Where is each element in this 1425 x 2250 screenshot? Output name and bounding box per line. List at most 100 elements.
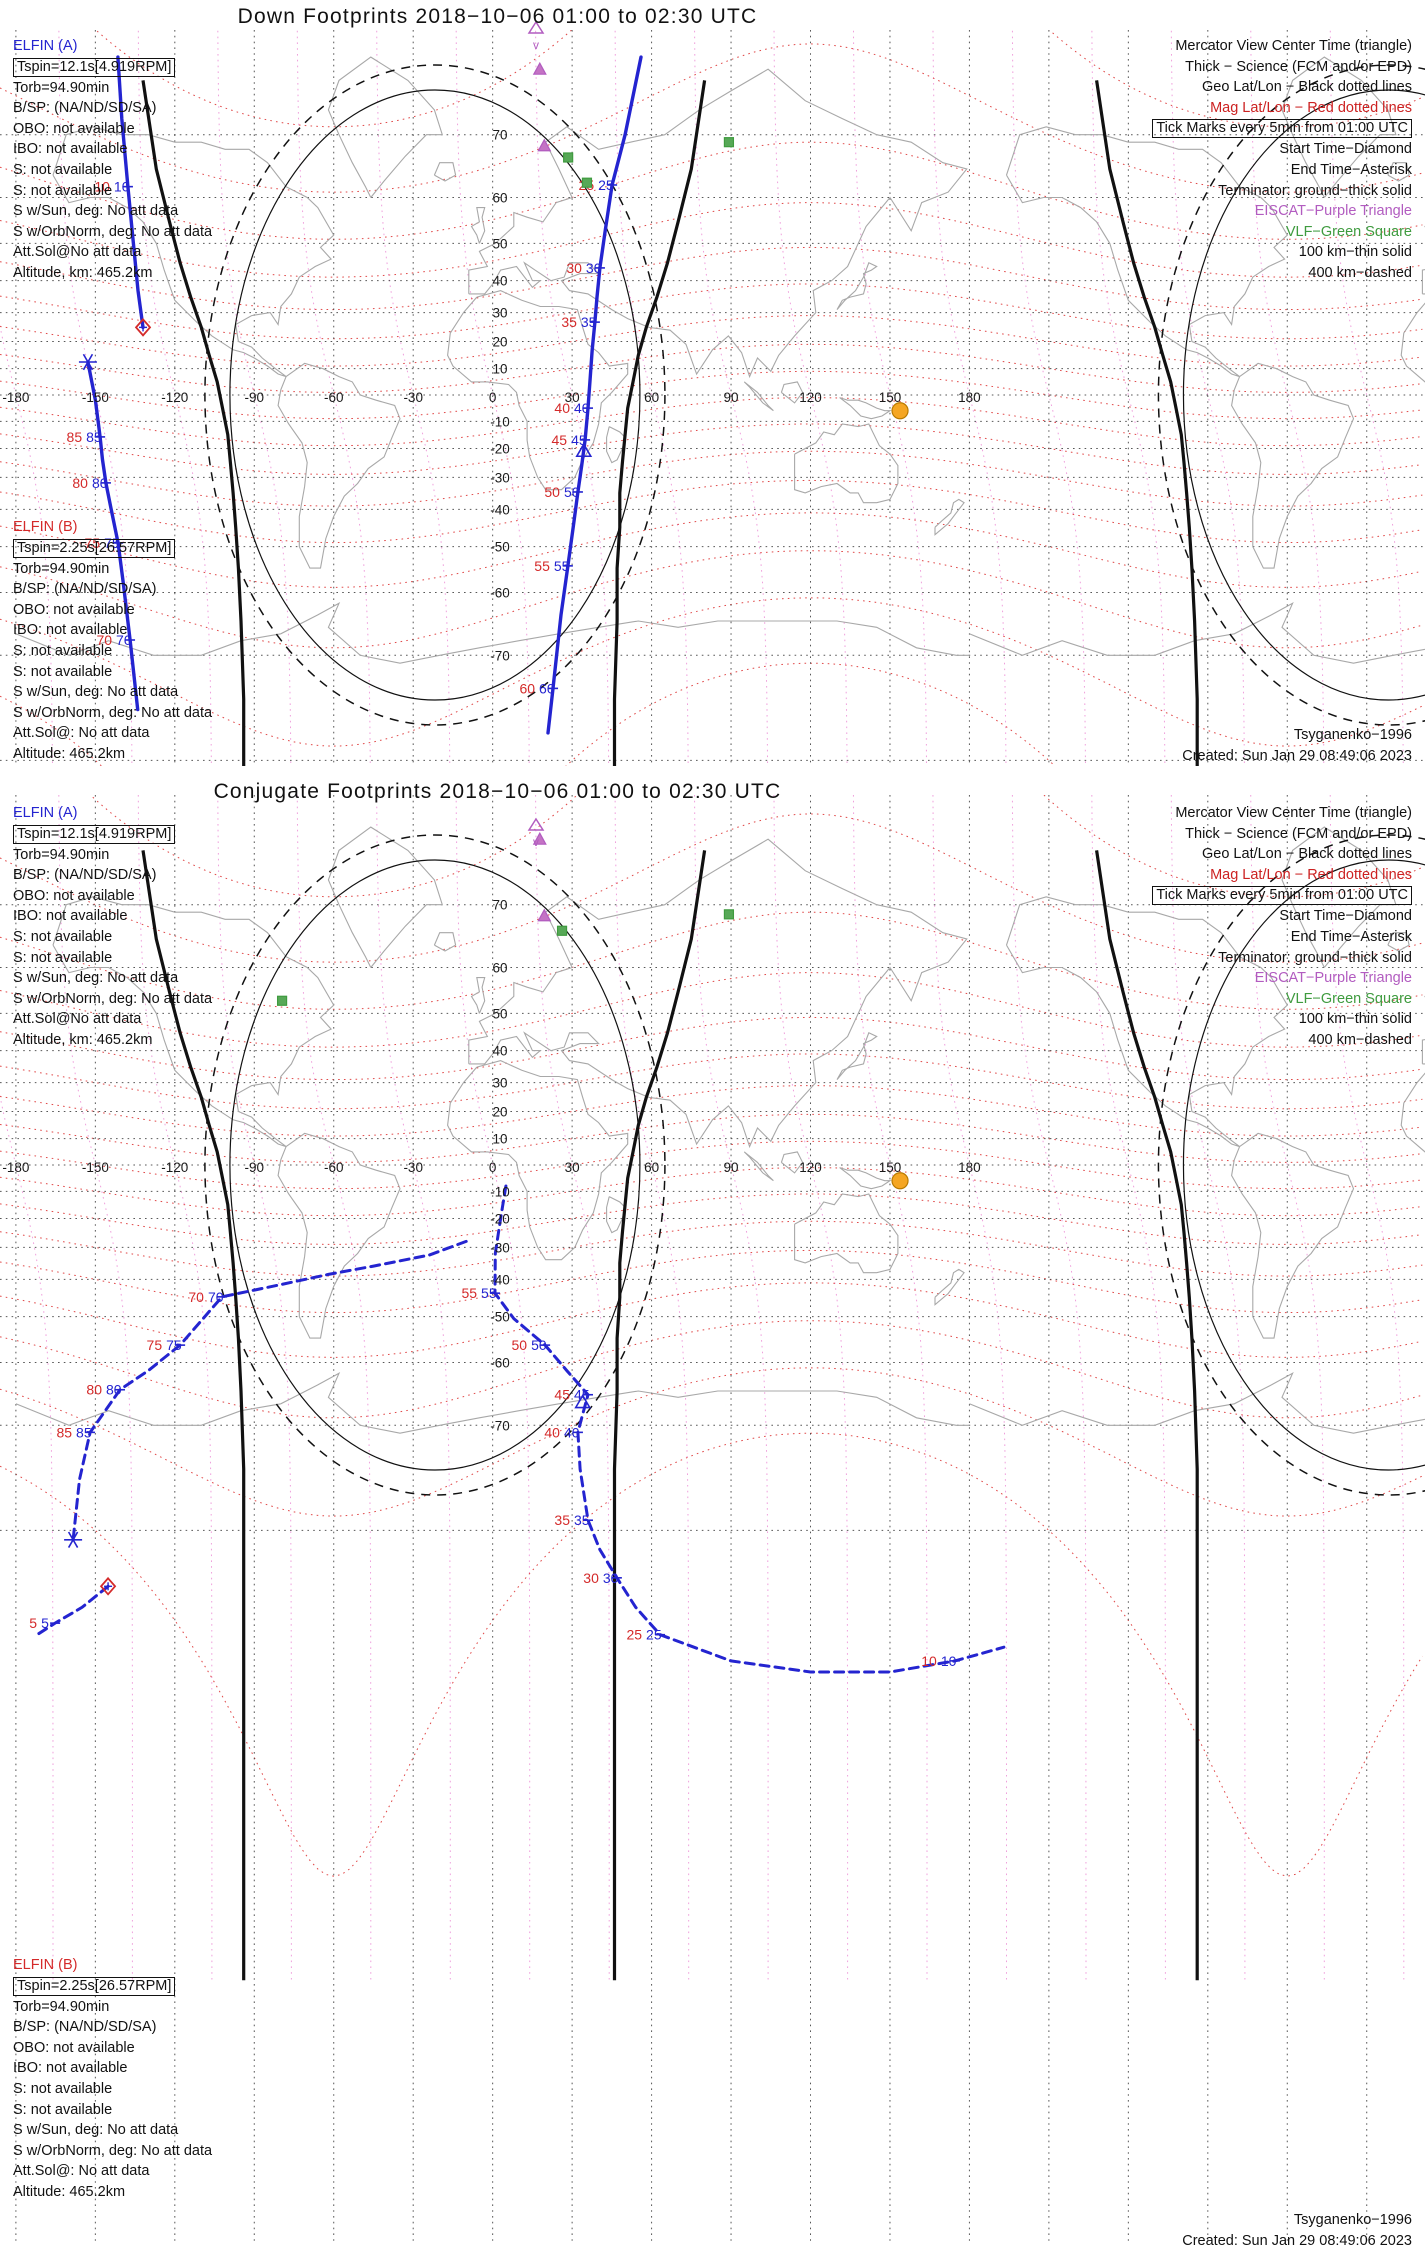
mag-lon-gridline [1170, 795, 1246, 1981]
elfin_a-line-2: OBO: not available [13, 120, 135, 137]
coastline [1400, 302, 1425, 383]
mag-lon-gridline [1250, 795, 1325, 1981]
terminator-400km-oval [204, 64, 666, 726]
mag-lat-gridline [0, 423, 1423, 475]
elfin_b-line-8: Att.Sol@: No att data [13, 725, 150, 742]
mag-lon-gridline [773, 30, 848, 766]
svg-text:60: 60 [644, 1160, 659, 1175]
legend-item-text: VLF−Green Square [1285, 990, 1412, 1007]
start-time-diamond [134, 318, 152, 337]
legend-item-text: Start Time−Diamond [1279, 908, 1412, 925]
coastline [447, 290, 629, 491]
svg-text:-40: -40 [490, 502, 510, 517]
mag-lat-gridline [0, 1432, 1423, 1877]
svg-text:30: 30 [586, 260, 602, 276]
legend-item-text: 400 km−dashed [1308, 1031, 1412, 1048]
elfin_a-line-3: IBO: not available [13, 908, 128, 925]
mag-lon-gridline [296, 30, 371, 766]
svg-text:-90: -90 [245, 390, 265, 405]
mag-lat-gridline [0, 1367, 1423, 1517]
mag-lon-gridline [376, 795, 451, 1981]
legend-item-0: Mercator View Center Time (triangle) [1152, 803, 1412, 824]
coastline [836, 262, 878, 310]
svg-text:-20: -20 [490, 1211, 510, 1226]
svg-text:-30: -30 [403, 1160, 423, 1175]
elfin_b-line-1: B/SP: (NA/ND/SD/SA) [13, 581, 157, 598]
elfin_a-line-4: S: not available [13, 928, 113, 945]
legend-item-text: 100 km−thin solid [1298, 244, 1412, 261]
elfin_b-line-6: S w/Sun, deg: No att data [13, 2122, 179, 2139]
svg-text:25: 25 [626, 1627, 642, 1643]
coastline [606, 426, 626, 464]
elfin_a-tspin: Tspin=12.1s[4.919RPM] [13, 57, 212, 78]
mag-lat-gridline [0, 512, 1423, 588]
vlf-station-square [556, 925, 568, 936]
elfin_b-line-7: S w/OrbNorm, deg: No att data [13, 2142, 213, 2159]
mag-lon-gridline [614, 30, 689, 766]
legend-item-6: End Time−Asterisk [1152, 927, 1412, 948]
svg-text:80: 80 [106, 1382, 122, 1398]
svg-text:10: 10 [921, 1653, 937, 1669]
trajectory-conjugate-south-sweep [493, 1184, 1006, 1674]
coastline [468, 838, 968, 1149]
coastline [794, 1193, 899, 1274]
mag-lat-gridline [0, 911, 1423, 1010]
svg-text:55: 55 [534, 558, 550, 574]
eiscat-station-triangle [537, 908, 552, 922]
svg-text:40: 40 [492, 1044, 507, 1059]
svg-text:25: 25 [598, 177, 614, 193]
map-layer: 2525303035354040454550505555606010107070… [0, 30, 1425, 766]
legend-item-4: Tick Marks every 5min from 01:00 UTC [1152, 885, 1412, 906]
down-footprints-map: 2525303035354040454550505555606010107070… [0, 20, 1425, 766]
svg-text:45: 45 [552, 432, 568, 448]
legend-item-3: Mag Lat/Lon − Red dotted lines [1152, 865, 1412, 886]
svg-text:30: 30 [603, 1570, 619, 1586]
svg-text:80: 80 [92, 475, 108, 491]
mag-lat-gridline [89, 795, 1423, 898]
svg-text:-150: -150 [82, 390, 109, 405]
svg-text:50: 50 [492, 1006, 507, 1021]
elfin_a-line-9: Altitude, km: 465.2km [13, 264, 153, 281]
svg-text:90: 90 [724, 1160, 739, 1175]
svg-text:5: 5 [41, 1615, 49, 1631]
svg-text:50: 50 [512, 1337, 528, 1353]
mag-lon-gridline [1329, 30, 1404, 766]
elfin_a-line-9: Altitude, km: 465.2km [13, 1031, 153, 1048]
mag-lon-gridline [1329, 795, 1405, 1981]
mag-lat-gridline [0, 550, 1423, 649]
svg-text:-150: -150 [82, 1160, 109, 1175]
vlf-station-square [581, 177, 593, 188]
elfin-b-info-block: ELFIN (B) Tspin=2.25s[26.57RPM] Torb=94.90… [13, 517, 212, 765]
elfin_a-line-8: Att.Sol@No att data [13, 1011, 142, 1028]
legend-item-7: Terminator: ground−thick solid [1152, 181, 1412, 202]
legend-item-text: 400 km−dashed [1308, 264, 1412, 281]
legend-item-2: Geo Lat/Lon − Black dotted lines [1152, 844, 1412, 865]
legend-item-1: Thick − Science (FCM and/or EPD) [1152, 824, 1412, 845]
coastline [1387, 932, 1410, 952]
coastline [969, 602, 1425, 664]
coastline [839, 397, 892, 420]
terminator-100km-oval [229, 89, 641, 701]
elfin_a-line-1: B/SP: (NA/ND/SD/SA) [13, 867, 157, 884]
elfin_b-line-1: B/SP: (NA/ND/SD/SA) [13, 2019, 157, 2036]
coastline [327, 826, 444, 968]
mag-lon-gridline [137, 30, 212, 766]
terminator-400km-oval [204, 834, 666, 1496]
coastline [15, 602, 970, 664]
coastline [780, 1151, 804, 1174]
elfin_a-line-4: S: not available [13, 161, 113, 178]
center-time-indicator-triangle [527, 20, 545, 34]
legend-item-text: Geo Lat/Lon − Black dotted lines [1202, 846, 1412, 863]
elfin_a-line-3: IBO: not available [13, 141, 128, 158]
svg-text:70: 70 [492, 898, 507, 913]
elfin_b-tspin-box: Tspin=2.25s[26.57RPM] [13, 538, 176, 558]
svg-text:10: 10 [492, 1132, 507, 1147]
elfin_b-line-7: S w/OrbNorm, deg: No att data [13, 704, 213, 721]
svg-text:50: 50 [531, 1337, 547, 1353]
elfin_a-line-7: S w/OrbNorm, deg: No att data [13, 990, 213, 1007]
mag-lon-gridline [1091, 795, 1166, 1981]
coastline [52, 896, 335, 1148]
svg-text:30: 30 [565, 1160, 580, 1175]
svg-text:150: 150 [879, 390, 902, 405]
